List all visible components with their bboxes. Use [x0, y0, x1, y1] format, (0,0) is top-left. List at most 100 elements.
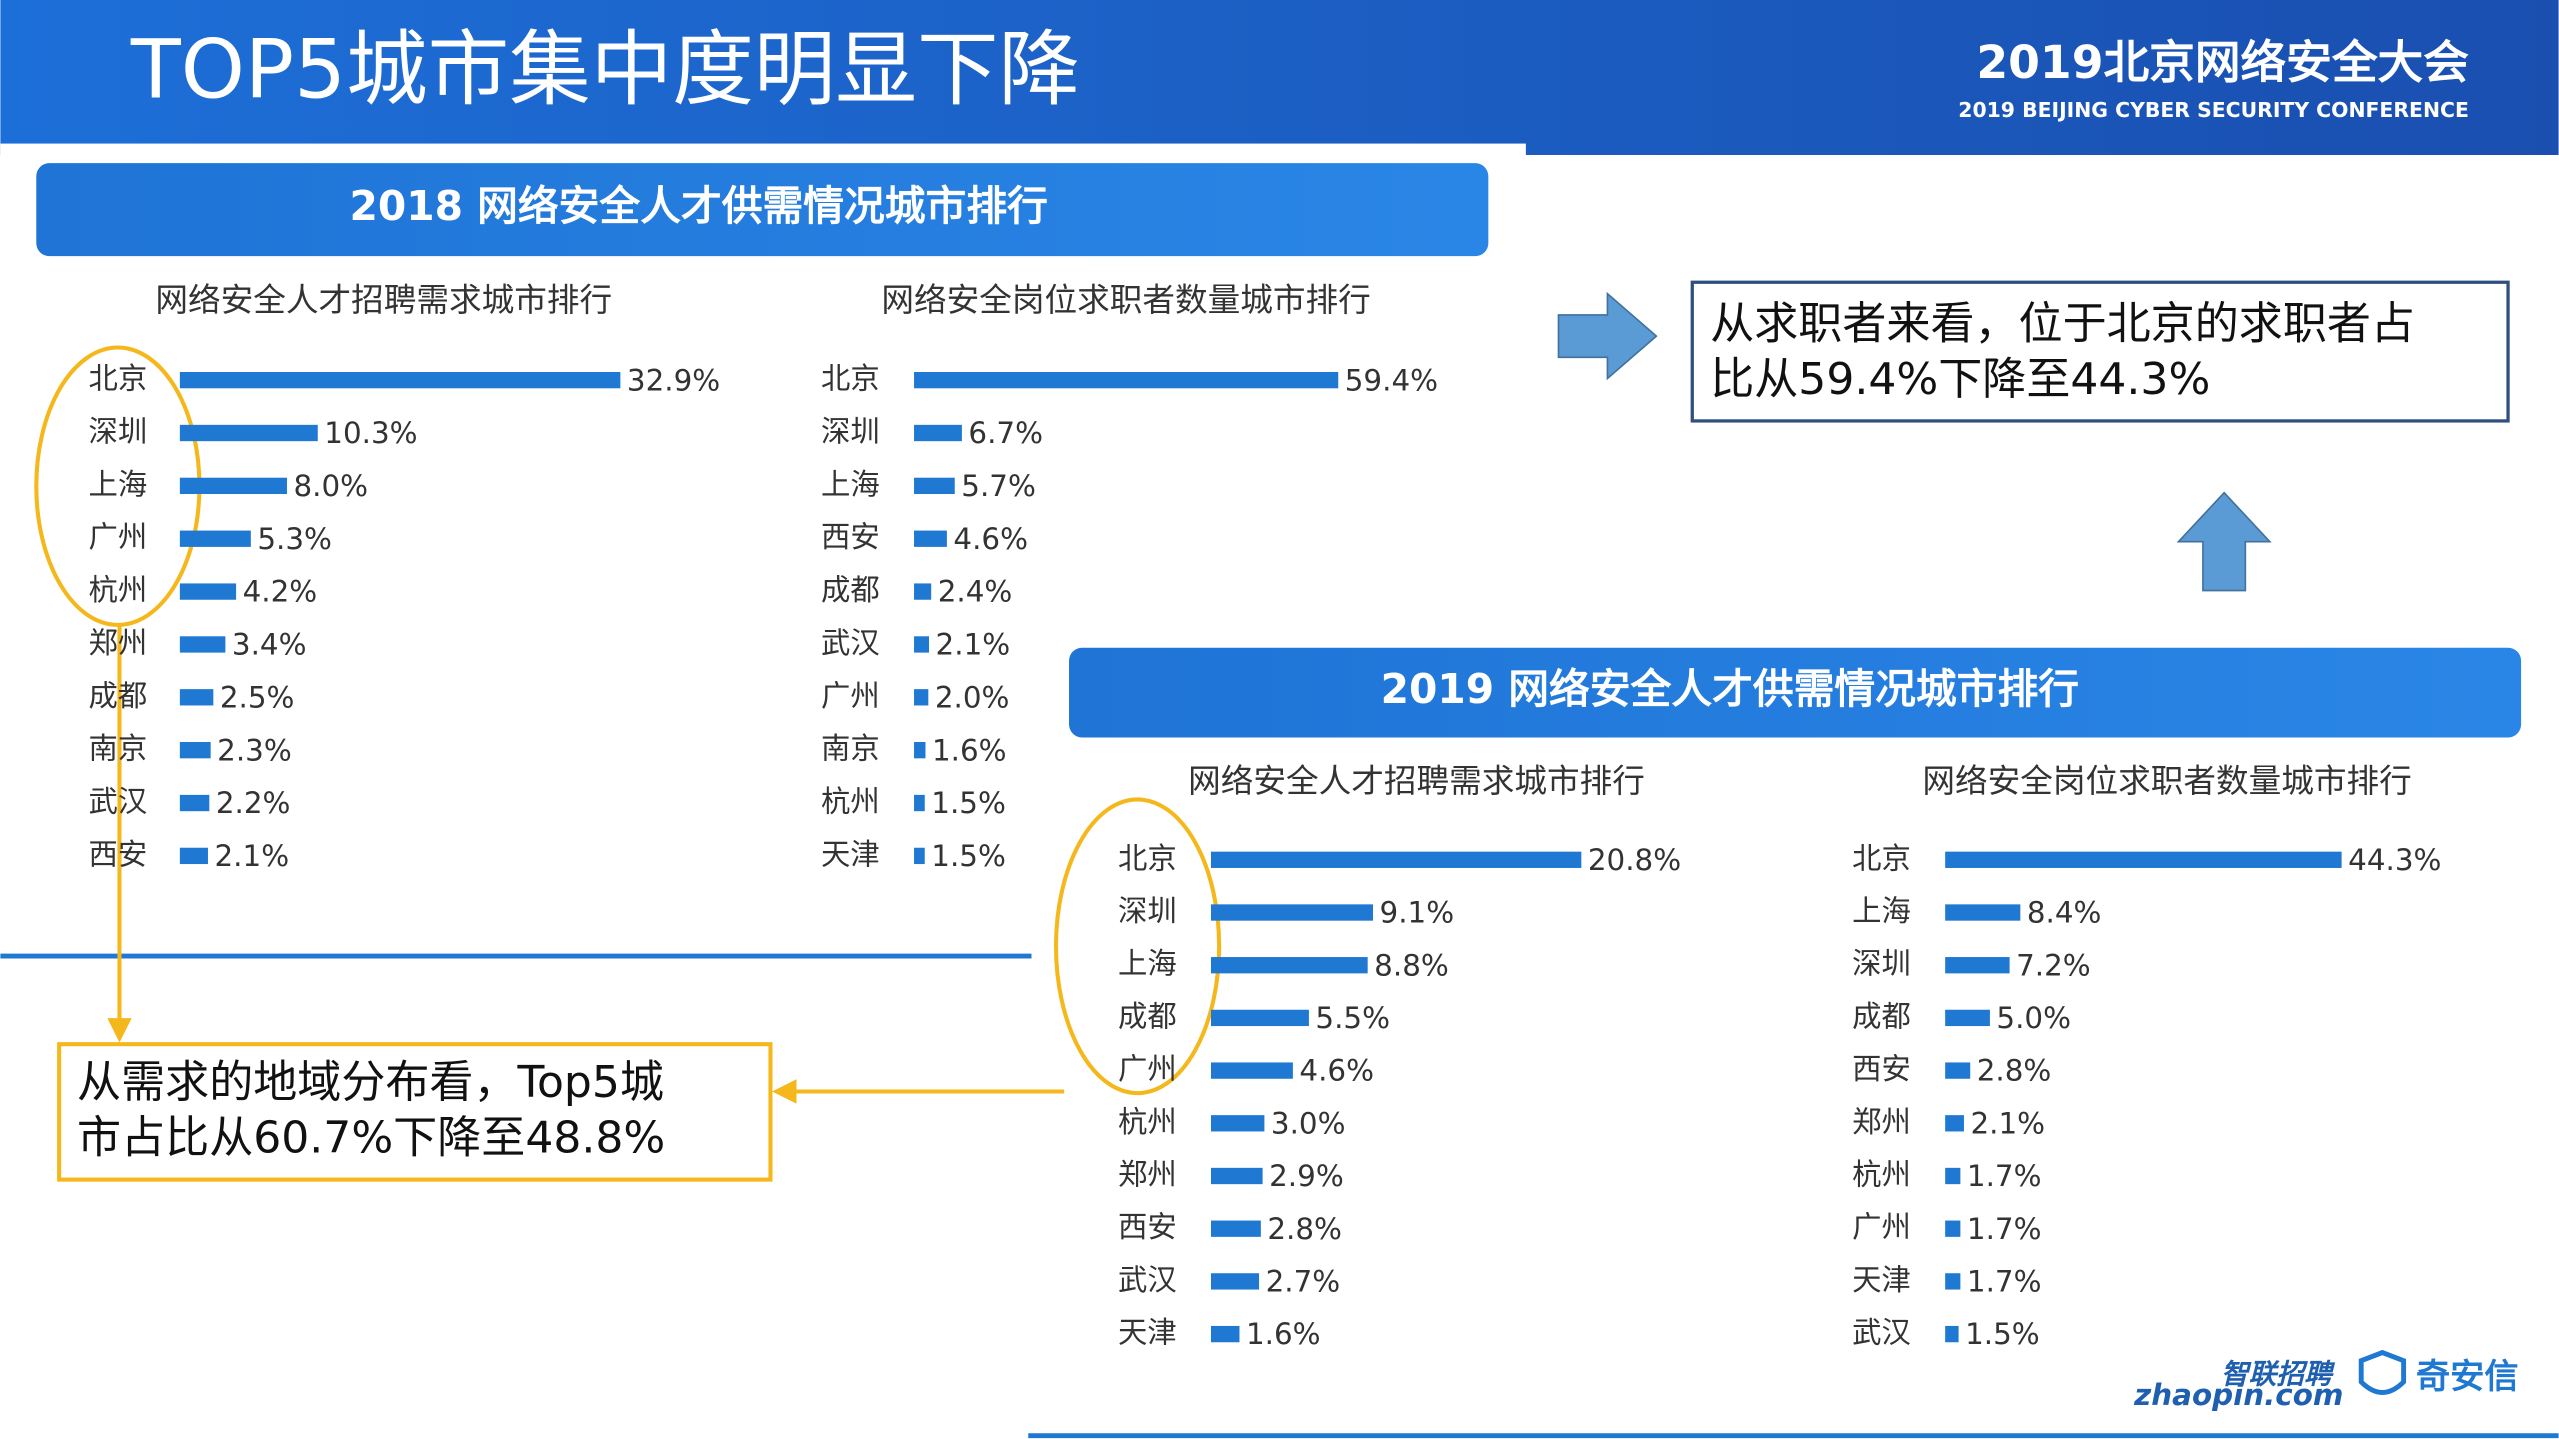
bar — [914, 794, 925, 812]
category-label: 上海 — [1118, 947, 1177, 981]
category-label: 上海 — [1852, 894, 1911, 928]
bar — [1945, 1009, 1990, 1027]
panel-title: 2019 网络安全人才供需情况城市排行 — [1381, 665, 2079, 713]
category-label: 杭州 — [1118, 1105, 1177, 1139]
bar — [1945, 957, 2010, 974]
value-label: 6.7% — [968, 416, 1043, 450]
callout-text: 从需求的地域分布看，Top5城 — [77, 1057, 664, 1108]
bar — [1210, 1062, 1293, 1079]
category-label: 西安 — [1852, 1052, 1911, 1086]
value-label: 4.6% — [953, 522, 1028, 556]
bar — [914, 742, 926, 759]
bar — [914, 530, 947, 547]
category-label: 北京 — [88, 362, 147, 396]
bar — [1210, 851, 1582, 868]
conference-cn: 2019北京网络安全大会 — [1976, 36, 2469, 89]
category-label: 北京 — [821, 362, 880, 396]
arrow-up — [2176, 491, 2272, 592]
panel-header — [1069, 647, 2522, 738]
bar — [179, 636, 226, 653]
category-label: 成都 — [1118, 999, 1177, 1033]
category-label: 郑州 — [1852, 1105, 1911, 1139]
highlight-ellipse — [1053, 797, 1222, 1096]
bar — [914, 847, 925, 865]
category-label: 广州 — [1118, 1052, 1177, 1086]
bar — [914, 477, 955, 495]
conference-en: 2019 BEIJING CYBER SECURITY CONFERENCE — [1958, 98, 2469, 122]
value-label: 2.2% — [216, 786, 291, 820]
value-label: 1.7% — [1967, 1159, 2042, 1193]
category-label: 西安 — [821, 520, 880, 554]
category-label: 武汉 — [88, 785, 147, 819]
logo-text: 奇安信 — [2416, 1357, 2519, 1397]
category-label: 上海 — [88, 467, 147, 501]
callout-text: 市占比从60.7%下降至48.8% — [77, 1112, 665, 1163]
bar — [179, 847, 208, 865]
value-label: 8.8% — [1374, 948, 1449, 982]
value-label: 10.3% — [324, 416, 417, 450]
category-label: 深圳 — [1118, 894, 1177, 928]
bar — [1945, 904, 2021, 921]
category-label: 成都 — [1852, 999, 1911, 1033]
category-label: 广州 — [1852, 1210, 1911, 1244]
category-label: 广州 — [88, 520, 147, 554]
value-label: 2.1% — [1970, 1106, 2045, 1140]
value-label: 44.3% — [2348, 843, 2441, 877]
category-label: 南京 — [821, 732, 880, 766]
bar — [1945, 1273, 1961, 1290]
bar — [1945, 1062, 1971, 1079]
callout-text: 从求职者来看，位于北京的求职者占 — [1710, 298, 2415, 349]
chart-title: 网络安全岗位求职者数量城市排行 — [1922, 762, 2411, 800]
value-label: 1.5% — [1965, 1317, 2040, 1351]
value-label: 5.7% — [961, 469, 1036, 503]
bar — [179, 477, 287, 495]
category-label: 武汉 — [1852, 1316, 1911, 1350]
value-label: 20.8% — [1588, 843, 1681, 877]
bar — [179, 583, 237, 600]
bar — [1945, 1325, 1959, 1343]
value-label: 1.6% — [1246, 1317, 1321, 1351]
category-label: 武汉 — [1118, 1263, 1177, 1297]
category-label: 天津 — [1852, 1263, 1911, 1297]
category-label: 上海 — [821, 467, 880, 501]
category-label: 北京 — [1852, 841, 1911, 875]
value-label: 2.9% — [1269, 1159, 1344, 1193]
value-label: 5.3% — [257, 522, 332, 556]
bar — [914, 583, 932, 600]
value-label: 2.7% — [1266, 1265, 1341, 1299]
category-label: 杭州 — [1852, 1157, 1911, 1191]
bar — [179, 424, 318, 442]
category-label: 南京 — [88, 732, 147, 766]
panel-bg — [0, 143, 1526, 160]
value-label: 1.7% — [1967, 1212, 2042, 1246]
bar — [179, 742, 211, 759]
bar — [1945, 1115, 1964, 1132]
value-label: 2.4% — [938, 575, 1013, 609]
value-label: 7.2% — [2016, 948, 2091, 982]
category-label: 郑州 — [88, 626, 147, 660]
slide-title: TOP5城市集中度明显下降 — [130, 23, 1080, 118]
value-label: 9.1% — [1380, 896, 1455, 930]
bar — [179, 371, 621, 389]
panel-header — [36, 163, 1489, 257]
value-label: 8.4% — [2027, 896, 2102, 930]
bar — [1210, 1220, 1261, 1237]
callout-text: 比从59.4%下降至44.3% — [1710, 354, 2210, 405]
header-band — [0, 0, 2559, 155]
bar — [179, 794, 210, 812]
value-label: 5.0% — [1996, 1001, 2071, 1035]
value-label: 32.9% — [627, 363, 720, 397]
value-label: 1.7% — [1967, 1265, 2042, 1299]
bar — [914, 424, 962, 442]
bar — [1945, 1220, 1961, 1237]
category-label: 深圳 — [88, 415, 147, 449]
bar — [1210, 1273, 1260, 1290]
bar — [914, 636, 930, 653]
value-label: 4.6% — [1299, 1054, 1374, 1088]
category-label: 杭州 — [821, 785, 880, 819]
bar — [914, 371, 1339, 389]
value-label: 3.0% — [1271, 1106, 1346, 1140]
category-label: 武汉 — [821, 626, 880, 660]
callout-box — [1690, 280, 2510, 423]
category-label: 深圳 — [821, 415, 880, 449]
